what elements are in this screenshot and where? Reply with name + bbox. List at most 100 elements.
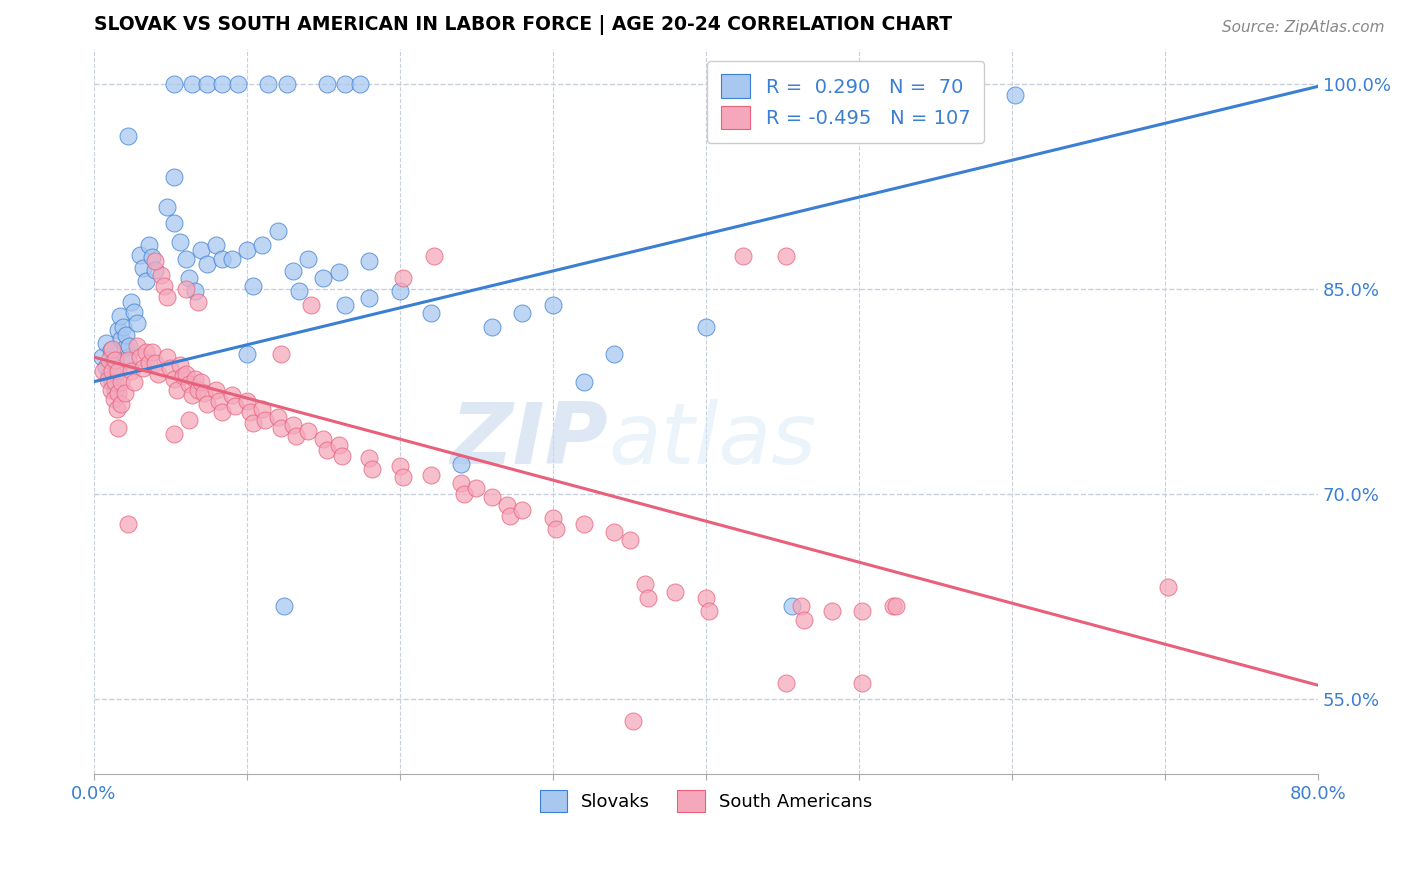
- Point: [775, 249, 797, 263]
- Point: [266, 224, 288, 238]
- Point: [114, 385, 136, 400]
- Point: [481, 320, 503, 334]
- Point: [138, 355, 160, 369]
- Point: [499, 508, 522, 523]
- Legend: Slovaks, South Americans: Slovaks, South Americans: [526, 776, 887, 827]
- Point: [101, 375, 124, 389]
- Point: [122, 375, 145, 389]
- Point: [132, 261, 155, 276]
- Point: [128, 247, 150, 261]
- Point: [195, 396, 218, 410]
- Point: [359, 254, 381, 268]
- Point: [174, 367, 197, 381]
- Point: [236, 393, 259, 408]
- Point: [793, 613, 815, 627]
- Point: [572, 375, 595, 389]
- Point: [169, 359, 191, 373]
- Point: [544, 522, 567, 536]
- Point: [211, 405, 233, 419]
- Point: [128, 350, 150, 364]
- Point: [162, 372, 184, 386]
- Point: [333, 298, 356, 312]
- Point: [120, 364, 142, 378]
- Point: [419, 467, 441, 482]
- Point: [111, 320, 134, 334]
- Point: [135, 344, 157, 359]
- Point: [333, 77, 356, 91]
- Point: [156, 290, 179, 304]
- Text: ZIP: ZIP: [450, 400, 609, 483]
- Point: [299, 298, 322, 312]
- Point: [100, 343, 122, 358]
- Point: [153, 279, 176, 293]
- Point: [512, 306, 534, 320]
- Point: [315, 443, 337, 458]
- Point: [108, 309, 131, 323]
- Point: [361, 462, 384, 476]
- Point: [541, 298, 564, 312]
- Point: [107, 385, 129, 400]
- Point: [695, 320, 717, 334]
- Point: [882, 599, 904, 613]
- Point: [465, 481, 488, 495]
- Point: [224, 400, 246, 414]
- Point: [104, 352, 127, 367]
- Point: [169, 235, 191, 250]
- Point: [174, 282, 197, 296]
- Point: [221, 388, 243, 402]
- Point: [98, 368, 121, 382]
- Point: [156, 200, 179, 214]
- Point: [105, 402, 128, 417]
- Point: [731, 249, 754, 263]
- Point: [496, 498, 519, 512]
- Point: [211, 77, 233, 91]
- Point: [284, 429, 307, 443]
- Point: [162, 77, 184, 91]
- Point: [621, 714, 644, 728]
- Point: [276, 77, 298, 91]
- Point: [664, 585, 686, 599]
- Point: [117, 352, 139, 367]
- Point: [392, 270, 415, 285]
- Point: [453, 487, 475, 501]
- Point: [257, 77, 280, 91]
- Point: [270, 347, 292, 361]
- Point: [242, 279, 264, 293]
- Point: [790, 599, 813, 613]
- Point: [143, 355, 166, 369]
- Point: [103, 352, 125, 367]
- Point: [820, 604, 842, 618]
- Point: [315, 77, 337, 91]
- Point: [288, 285, 311, 299]
- Point: [180, 77, 202, 91]
- Point: [205, 383, 228, 397]
- Point: [226, 77, 249, 91]
- Point: [221, 252, 243, 266]
- Point: [117, 350, 139, 364]
- Point: [114, 341, 136, 355]
- Point: [603, 525, 626, 540]
- Point: [297, 424, 319, 438]
- Point: [141, 344, 163, 359]
- Point: [634, 577, 657, 591]
- Point: [110, 375, 132, 389]
- Point: [117, 128, 139, 143]
- Point: [143, 254, 166, 268]
- Point: [122, 305, 145, 319]
- Point: [195, 77, 218, 91]
- Point: [148, 367, 170, 381]
- Point: [177, 377, 200, 392]
- Point: [211, 252, 233, 266]
- Point: [572, 516, 595, 531]
- Point: [107, 421, 129, 435]
- Point: [98, 352, 121, 367]
- Point: [637, 591, 659, 605]
- Point: [330, 449, 353, 463]
- Point: [103, 392, 125, 407]
- Point: [297, 252, 319, 266]
- Point: [205, 238, 228, 252]
- Point: [184, 285, 207, 299]
- Point: [125, 316, 148, 330]
- Point: [450, 475, 472, 490]
- Point: [187, 295, 209, 310]
